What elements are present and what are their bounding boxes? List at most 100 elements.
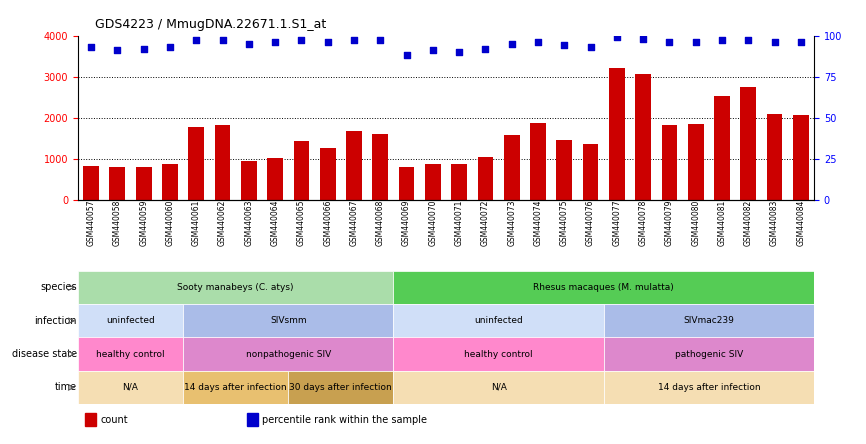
Text: GSM440058: GSM440058 (113, 200, 122, 246)
Point (426, 47, 440, 54)
Text: GSM440071: GSM440071 (455, 200, 463, 246)
Point (715, 37, 729, 44)
Point (584, 44, 598, 51)
FancyBboxPatch shape (604, 337, 814, 371)
FancyBboxPatch shape (78, 337, 183, 371)
Bar (766, 115, 783, 200)
Text: GSM440064: GSM440064 (270, 200, 280, 246)
Bar (714, 96, 730, 200)
Text: species: species (40, 282, 76, 293)
Text: GSM440069: GSM440069 (402, 200, 411, 246)
Text: nonpathogenic SIV: nonpathogenic SIV (246, 349, 331, 359)
Point (794, 39, 808, 46)
FancyBboxPatch shape (78, 304, 183, 337)
Bar (294, 141, 309, 200)
FancyBboxPatch shape (183, 337, 393, 371)
Bar (504, 135, 520, 200)
Bar (609, 68, 624, 200)
FancyBboxPatch shape (183, 304, 393, 337)
Text: GSM440067: GSM440067 (350, 200, 359, 246)
Text: healthy control: healthy control (464, 349, 533, 359)
Text: infection: infection (34, 316, 76, 326)
FancyBboxPatch shape (604, 304, 814, 337)
Point (610, 34, 624, 41)
Point (190, 37, 204, 44)
Text: GSM440057: GSM440057 (87, 200, 95, 246)
FancyBboxPatch shape (393, 337, 604, 371)
Text: GSM440061: GSM440061 (191, 200, 201, 246)
Point (268, 39, 282, 46)
Point (531, 39, 545, 46)
Text: 14 days after infection: 14 days after infection (184, 383, 287, 392)
FancyBboxPatch shape (78, 371, 183, 404)
Point (373, 37, 387, 44)
Point (558, 42, 572, 49)
Text: uninfected: uninfected (107, 316, 155, 325)
Text: GSM440060: GSM440060 (165, 200, 174, 246)
Text: time: time (55, 382, 76, 392)
Bar (320, 148, 335, 200)
Text: GSM440077: GSM440077 (612, 200, 622, 246)
Point (637, 35, 650, 42)
Point (688, 39, 702, 46)
Bar (83, 166, 99, 200)
Text: GSM440078: GSM440078 (638, 200, 648, 246)
FancyBboxPatch shape (393, 271, 814, 304)
Text: SIVsmm: SIVsmm (270, 316, 307, 325)
Text: disease state: disease state (11, 349, 76, 359)
Text: GSM440081: GSM440081 (718, 200, 727, 246)
Text: GSM440066: GSM440066 (323, 200, 333, 246)
Point (320, 39, 334, 46)
Text: GSM440075: GSM440075 (559, 200, 569, 246)
Text: GSM440080: GSM440080 (691, 200, 701, 246)
Bar (248, 413, 258, 426)
Text: GSM440059: GSM440059 (139, 200, 148, 246)
Bar (372, 134, 388, 200)
Text: GSM440063: GSM440063 (244, 200, 254, 246)
Bar (188, 127, 204, 200)
Bar (451, 164, 467, 200)
Text: GSM440074: GSM440074 (533, 200, 542, 246)
Text: Sooty manabeys (C. atys): Sooty manabeys (C. atys) (178, 283, 294, 292)
Bar (556, 140, 572, 200)
Point (505, 40, 519, 48)
Bar (268, 158, 283, 200)
Text: uninfected: uninfected (475, 316, 523, 325)
Point (479, 45, 493, 52)
Point (347, 37, 361, 44)
Text: GSM440070: GSM440070 (429, 200, 437, 246)
Bar (162, 164, 178, 200)
Bar (636, 74, 651, 200)
Bar (346, 131, 362, 200)
Bar (740, 87, 756, 200)
Point (767, 39, 781, 46)
Text: GSM440084: GSM440084 (797, 200, 805, 246)
FancyBboxPatch shape (78, 271, 393, 304)
Text: GSM440082: GSM440082 (744, 200, 753, 246)
Point (84, 44, 98, 51)
Bar (425, 164, 441, 200)
Text: GSM440073: GSM440073 (507, 200, 516, 246)
Point (111, 47, 125, 54)
FancyBboxPatch shape (393, 304, 604, 337)
Text: count: count (100, 415, 127, 424)
Point (294, 37, 308, 44)
Bar (688, 124, 703, 200)
Text: GDS4223 / MmugDNA.22671.1.S1_at: GDS4223 / MmugDNA.22671.1.S1_at (95, 18, 326, 31)
Text: GSM440068: GSM440068 (376, 200, 385, 246)
Bar (793, 115, 809, 200)
Bar (662, 125, 677, 200)
Bar (530, 123, 546, 200)
Point (662, 39, 676, 46)
FancyBboxPatch shape (604, 371, 814, 404)
Bar (85, 413, 96, 426)
Text: healthy control: healthy control (96, 349, 165, 359)
Point (242, 40, 255, 48)
Point (216, 37, 229, 44)
Bar (583, 144, 598, 200)
Text: N/A: N/A (123, 383, 139, 392)
Point (163, 44, 177, 51)
Point (741, 37, 755, 44)
Text: pathogenic SIV: pathogenic SIV (675, 349, 743, 359)
Text: GSM440083: GSM440083 (770, 200, 779, 246)
